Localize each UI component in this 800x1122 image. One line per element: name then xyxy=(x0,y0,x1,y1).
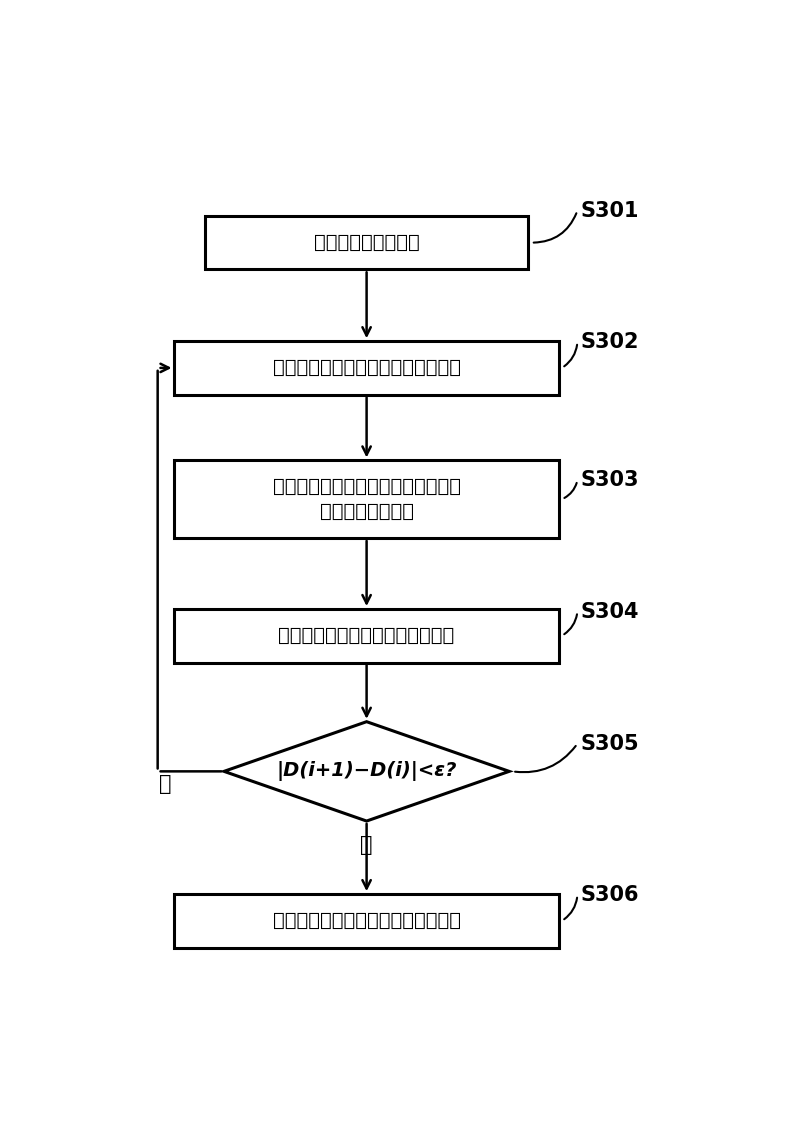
Bar xyxy=(174,609,558,662)
Text: 计算本次迭代中系统平均量化误差: 计算本次迭代中系统平均量化误差 xyxy=(278,626,454,645)
Text: 是: 是 xyxy=(360,835,373,855)
Text: S302: S302 xyxy=(581,332,639,352)
Text: |D(i+1)−D(i)|<ε?: |D(i+1)−D(i)|<ε? xyxy=(276,762,457,781)
Text: 得到最小平均量化误差进而求出码本: 得到最小平均量化误差进而求出码本 xyxy=(273,911,461,930)
Text: 划分胞元并将标定矢量合并到胞元中: 划分胞元并将标定矢量合并到胞元中 xyxy=(273,358,461,377)
Text: S303: S303 xyxy=(581,470,639,490)
Text: S301: S301 xyxy=(581,201,639,221)
Text: 计算酉空间质心更新输出矢量并用其
替换矢量组的矢量: 计算酉空间质心更新输出矢量并用其 替换矢量组的矢量 xyxy=(273,477,461,522)
Polygon shape xyxy=(224,721,510,821)
Bar xyxy=(206,215,528,269)
Text: S305: S305 xyxy=(581,734,639,754)
Bar xyxy=(174,894,558,948)
Bar xyxy=(174,341,558,395)
Text: 随机选择一个矢量组: 随机选择一个矢量组 xyxy=(314,233,419,252)
Text: S304: S304 xyxy=(581,601,639,622)
Bar xyxy=(174,460,558,539)
Text: S306: S306 xyxy=(581,885,639,905)
Text: 否: 否 xyxy=(159,774,171,794)
